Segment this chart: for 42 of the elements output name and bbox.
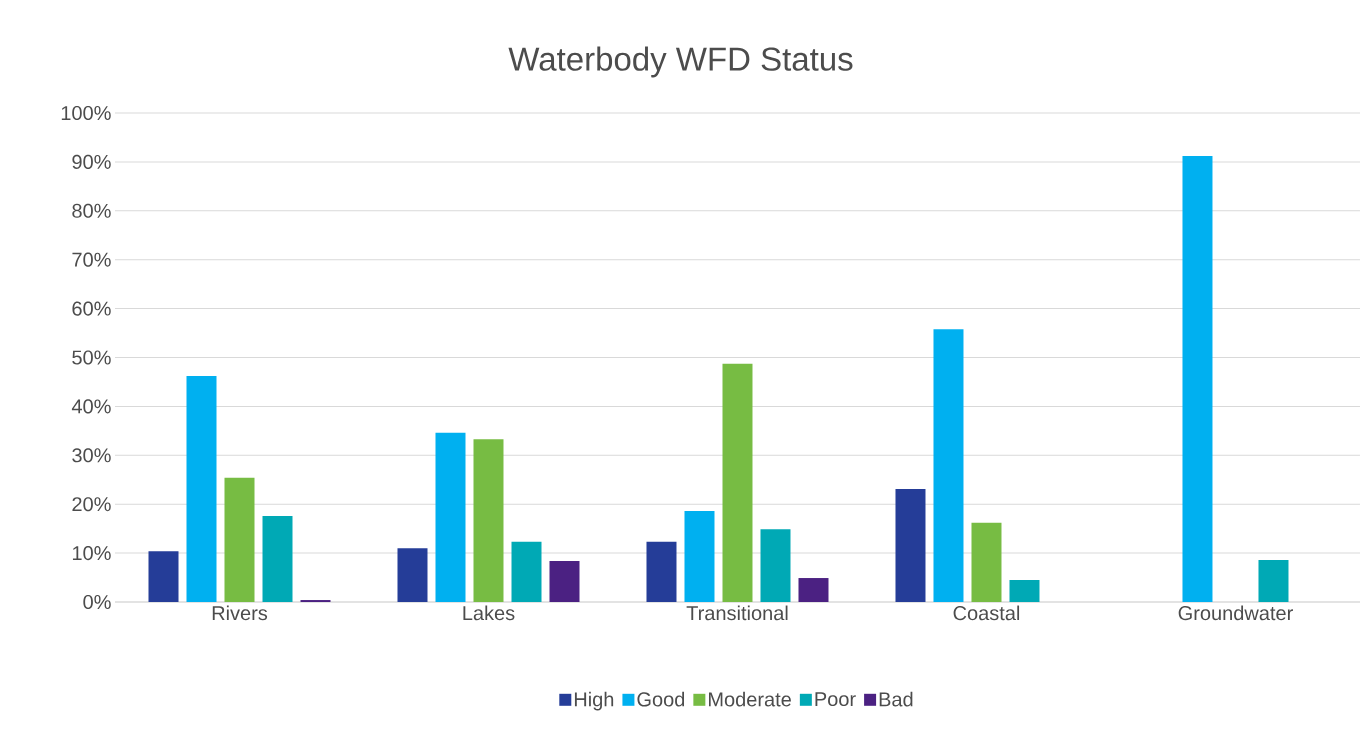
- y-tick-label: 0%: [83, 594, 111, 610]
- y-tick-label: 80%: [72, 203, 111, 218]
- y-tick-label: 90%: [72, 154, 111, 169]
- legend-label: High: [574, 691, 614, 711]
- bar: [684, 511, 715, 602]
- legend-label: Good: [637, 691, 685, 707]
- bar: [798, 578, 829, 602]
- bar: [473, 439, 504, 602]
- bar: [1258, 559, 1289, 602]
- bar: [224, 477, 255, 602]
- x-tick-label: Transitional: [686, 605, 788, 621]
- y-tick-label: 30%: [72, 448, 111, 463]
- y-tick-label: 100%: [61, 105, 111, 121]
- y-tick-label: 40%: [71, 399, 111, 414]
- x-tick-label: Rivers: [212, 605, 268, 621]
- bar: [722, 363, 753, 602]
- bar: [397, 548, 428, 602]
- bar: [1182, 156, 1213, 602]
- bar: [895, 489, 926, 602]
- y-tick-label: 10%: [72, 546, 111, 561]
- bar: [933, 329, 964, 602]
- x-tick-label: Lakes: [463, 605, 515, 621]
- bar: [511, 541, 542, 602]
- x-tick-label: Groundwater: [1178, 605, 1293, 621]
- bar: [760, 529, 791, 602]
- bar: [971, 522, 1002, 602]
- bar: [262, 515, 293, 602]
- bar: [549, 560, 580, 602]
- y-tick-label: 20%: [72, 497, 111, 512]
- y-tick-label: 70%: [72, 252, 111, 267]
- bar: [186, 376, 217, 602]
- y-tick-label: 60%: [72, 301, 111, 316]
- chart-title: Waterbody WFD Status: [508, 46, 853, 78]
- bar: [1009, 579, 1040, 602]
- x-tick-label: Coastal: [953, 605, 1020, 621]
- bar: [148, 551, 179, 602]
- y-tick-label: 50%: [72, 350, 111, 365]
- legend-label: Poor: [815, 692, 856, 707]
- bar: [435, 432, 466, 602]
- legend-label: Moderate: [709, 691, 791, 707]
- legend-label: Bad: [879, 691, 913, 707]
- bar: [646, 541, 677, 602]
